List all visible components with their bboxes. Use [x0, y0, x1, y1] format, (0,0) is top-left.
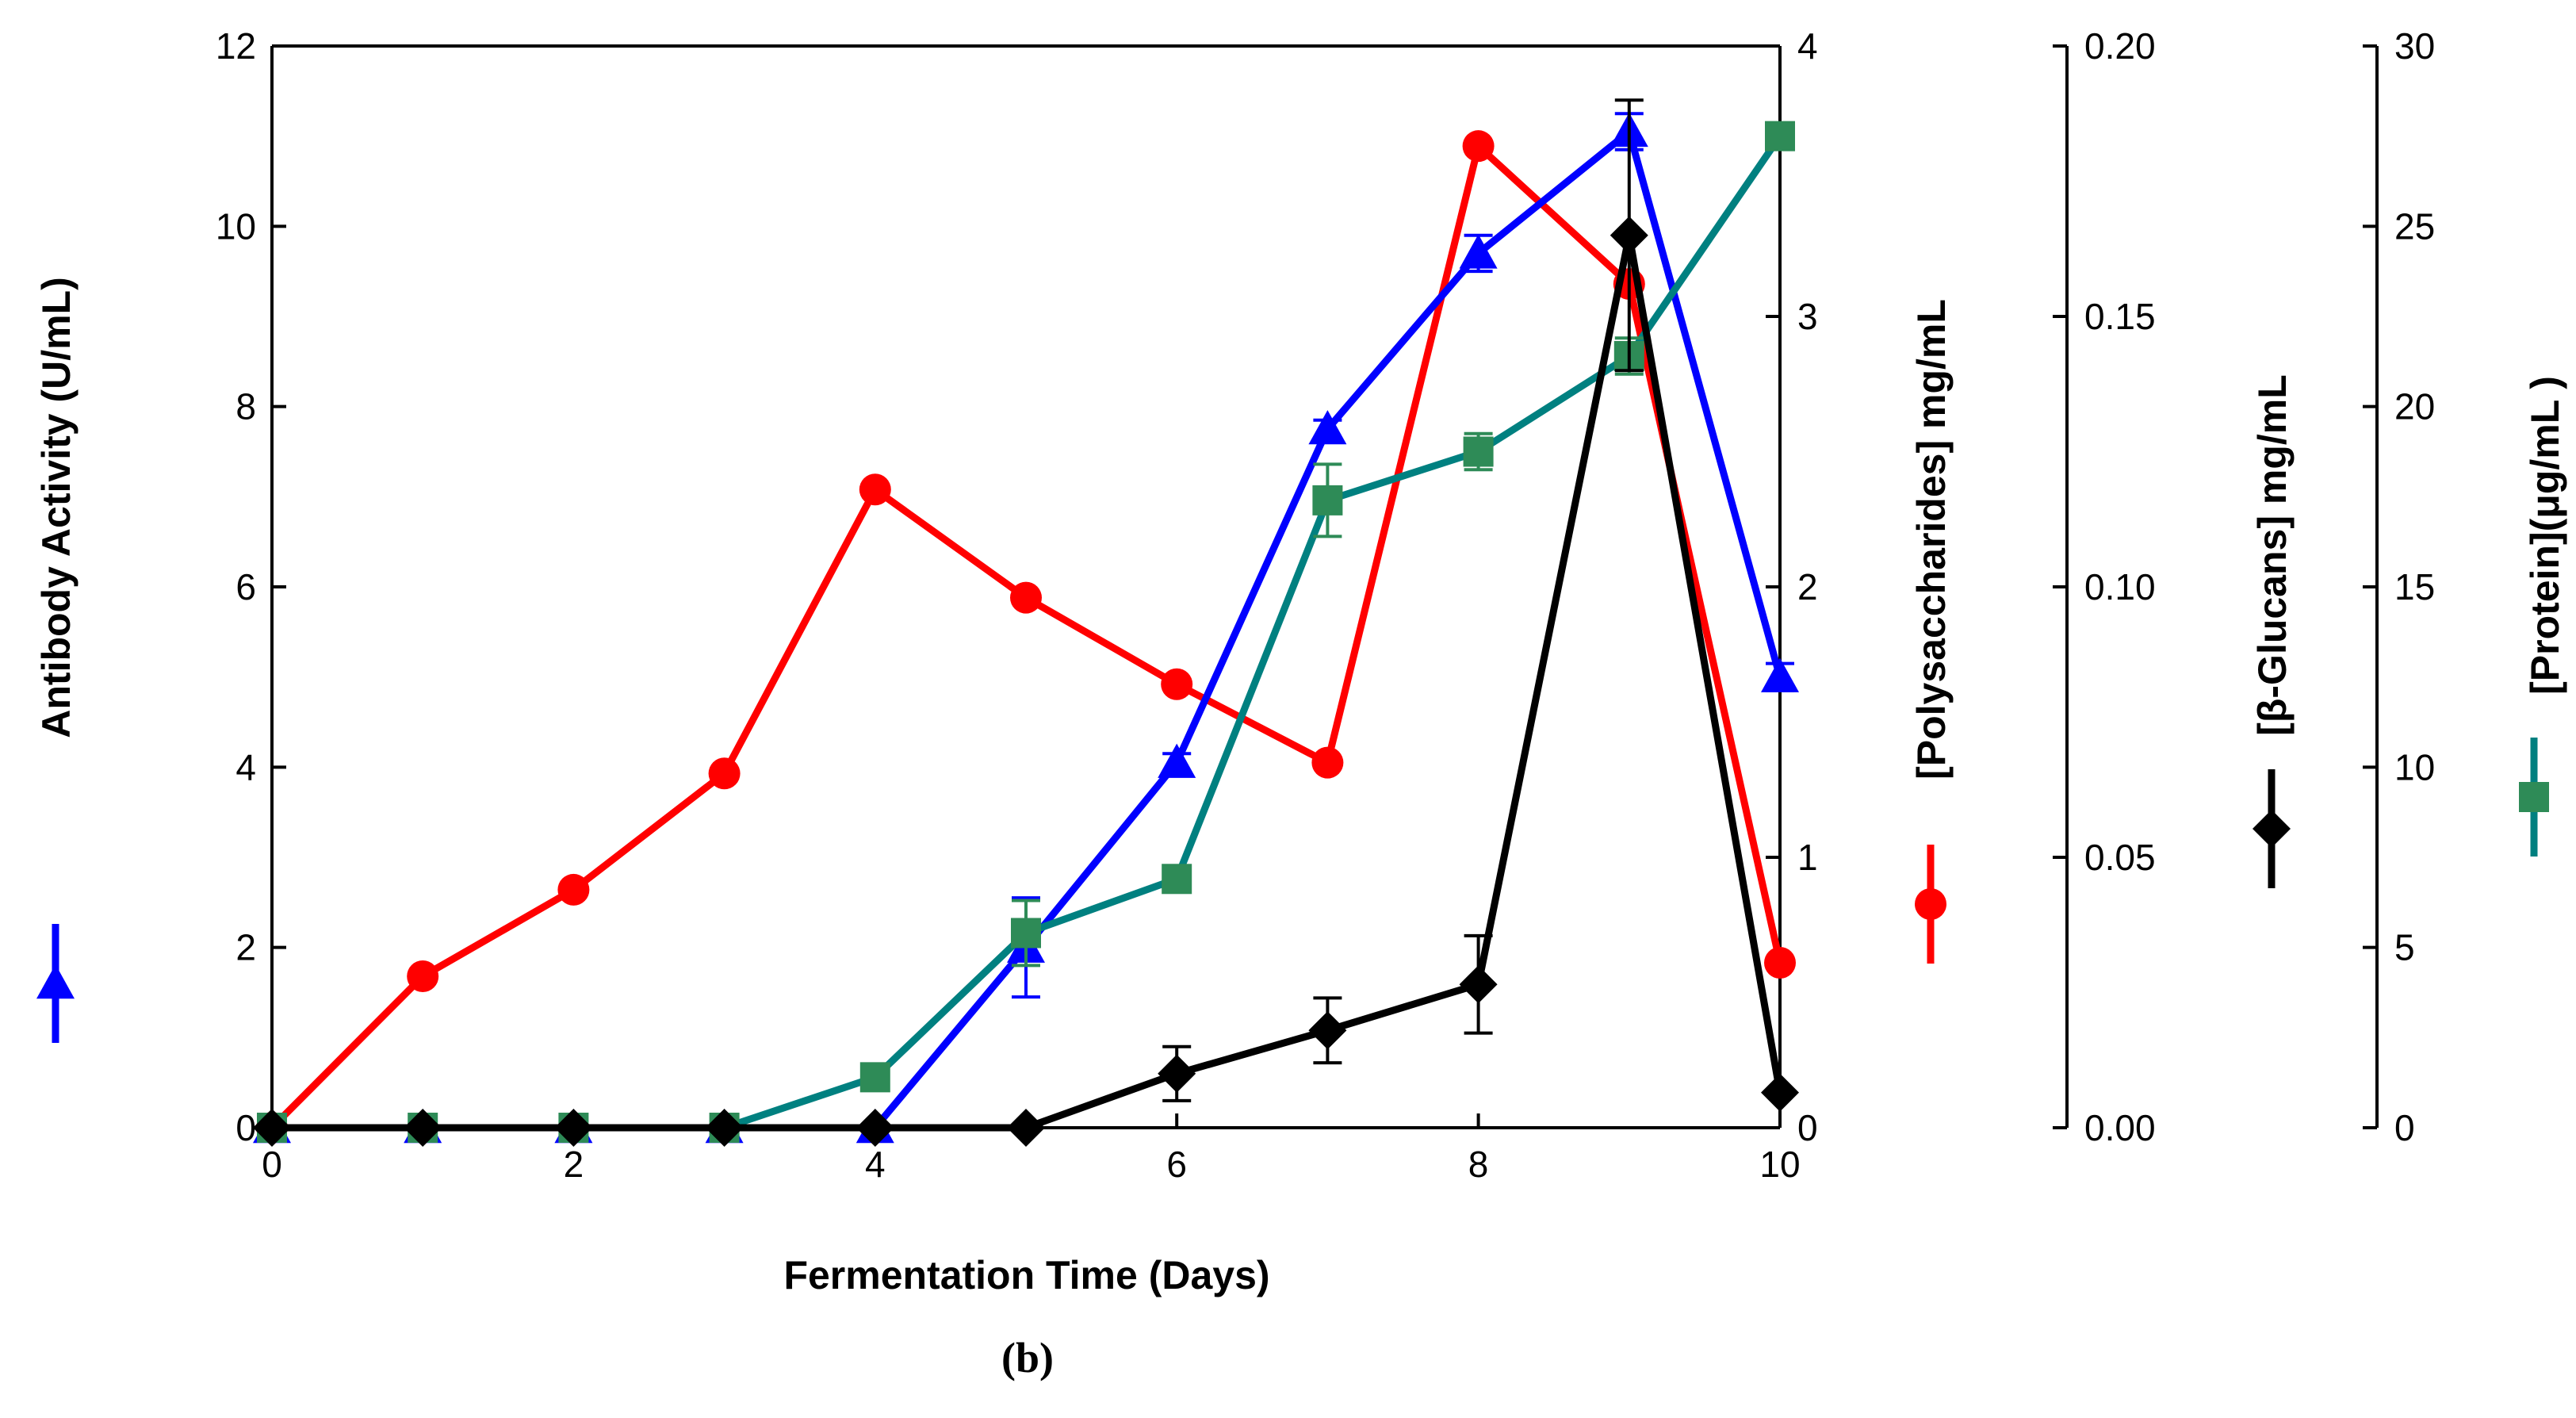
x-tick-label: 6 [1166, 1144, 1187, 1185]
y-tick-label-glucan: 0.00 [2084, 1107, 2156, 1148]
data-point-protein [1162, 864, 1192, 895]
data-point-glucan [1761, 1073, 1799, 1112]
data-point-protein [1765, 121, 1795, 151]
y-tick-label-antibody: 2 [235, 927, 256, 968]
y-tick-label-protein: 10 [2394, 746, 2435, 788]
data-point-antibody [1459, 234, 1498, 269]
x-tick-label: 8 [1468, 1144, 1489, 1185]
y-tick-label-protein: 15 [2394, 566, 2435, 607]
data-point-poly [557, 873, 590, 906]
y-tick-label-antibody: 4 [235, 746, 256, 788]
y-tick-label-antibody: 10 [216, 205, 256, 247]
y-tick-label-protein: 30 [2394, 25, 2435, 67]
x-axis-title: Fermentation Time (Days) [783, 1253, 1269, 1297]
x-tick-label: 0 [262, 1144, 282, 1185]
data-point-antibody [1158, 743, 1196, 778]
y-tick-label-poly: 1 [1797, 837, 1818, 878]
data-point-protein [859, 1062, 890, 1093]
y-tick-label-poly: 4 [1797, 25, 1818, 67]
data-point-protein [1011, 918, 1041, 949]
legend-marker-poly [1915, 888, 1946, 920]
data-point-poly [407, 960, 439, 993]
y-tick-label-glucan: 0.05 [2084, 837, 2156, 878]
data-point-poly [1161, 668, 1193, 700]
figure-caption: (b) [1001, 1334, 1054, 1382]
data-point-glucan [1610, 216, 1648, 255]
x-tick-label: 4 [865, 1144, 886, 1185]
x-tick-label: 2 [564, 1144, 584, 1185]
data-point-glucan [253, 1109, 291, 1147]
x-tick-label: 10 [1759, 1144, 1800, 1185]
y-tick-label-antibody: 12 [216, 25, 256, 67]
series-glucan [253, 98, 1799, 1147]
y-tick-label-poly: 3 [1797, 296, 1818, 337]
data-point-glucan [1007, 1109, 1045, 1147]
y-tick-label-protein: 0 [2394, 1107, 2415, 1148]
y-axis-title-protein: [Protein](μg/mL ) [2523, 376, 2567, 695]
data-point-glucan [1459, 965, 1498, 1004]
data-point-protein [1463, 436, 1494, 467]
y-tick-label-antibody: 0 [235, 1107, 256, 1148]
data-point-poly [859, 473, 891, 506]
legend-marker-protein [2519, 782, 2549, 812]
data-point-antibody [1761, 657, 1799, 692]
y-tick-label-glucan: 0.20 [2084, 25, 2156, 67]
data-point-glucan [1308, 1011, 1347, 1050]
y-axis-title-antibody: Antibody Activity (U/mL) [34, 277, 78, 738]
data-point-poly [708, 757, 741, 790]
y-tick-label-protein: 20 [2394, 386, 2435, 427]
data-point-antibody [1308, 410, 1347, 445]
data-point-glucan [705, 1109, 744, 1147]
data-point-glucan [855, 1109, 894, 1147]
data-point-glucan [404, 1109, 442, 1147]
legend-marker-antibody [36, 964, 75, 999]
y-tick-label-glucan: 0.10 [2084, 566, 2156, 607]
y-axis-title-glucan: [β-Glucans] mg/mL [2250, 374, 2295, 736]
y-tick-label-antibody: 6 [235, 566, 256, 607]
y-axis-title-poly: [Polysaccharides] mg/mL [1909, 299, 1954, 780]
data-point-poly [1764, 946, 1796, 979]
y-tick-label-poly: 2 [1797, 566, 1818, 607]
data-point-poly [1462, 130, 1495, 163]
legend-marker-glucan [2253, 810, 2291, 848]
y-tick-label-glucan: 0.15 [2084, 296, 2156, 337]
data-point-poly [1010, 581, 1042, 614]
data-point-protein [1312, 485, 1343, 515]
y-tick-label-protein: 5 [2394, 927, 2415, 968]
y-tick-label-antibody: 8 [235, 386, 256, 427]
y-tick-label-poly: 0 [1797, 1107, 1818, 1148]
data-point-poly [1311, 746, 1344, 779]
data-point-glucan [1158, 1054, 1196, 1093]
data-point-glucan [554, 1109, 593, 1147]
y-tick-label-protein: 25 [2394, 205, 2435, 247]
